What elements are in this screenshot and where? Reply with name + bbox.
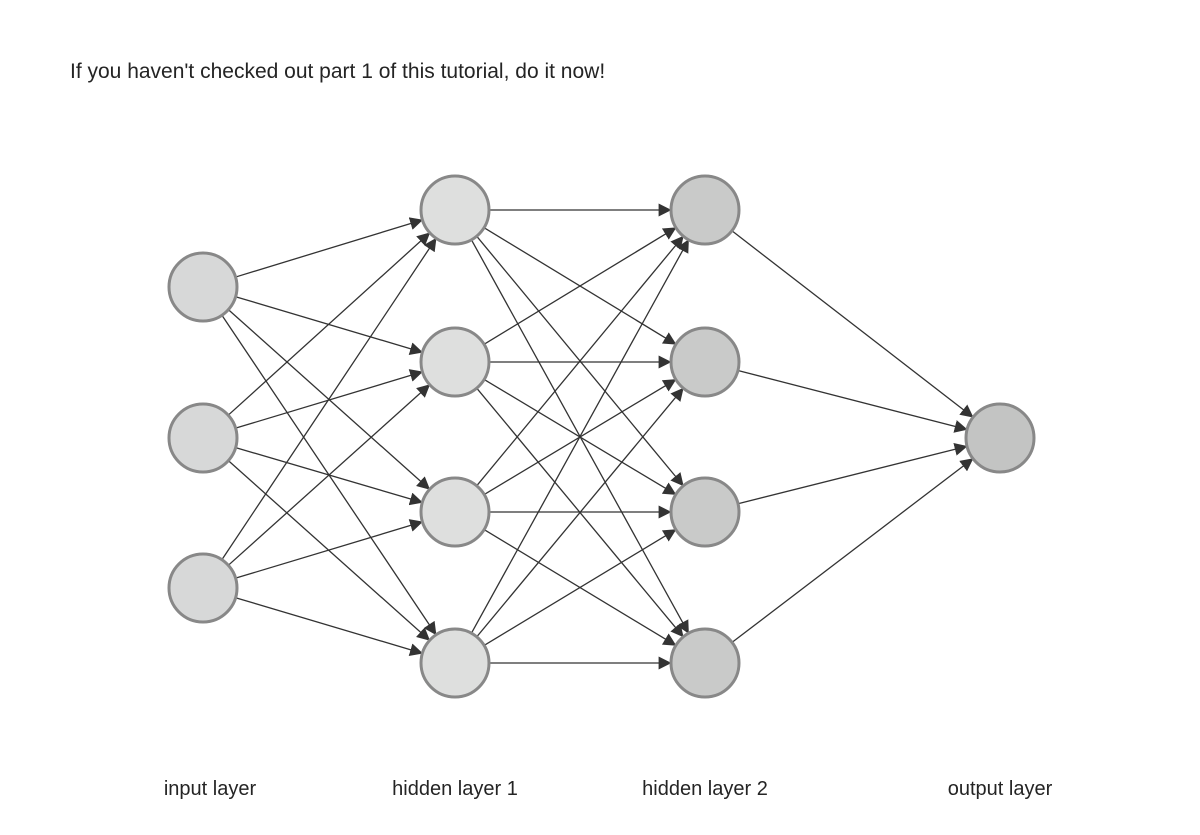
edge xyxy=(484,379,674,493)
edge xyxy=(738,370,965,429)
layer-label-hidden2: hidden layer 2 xyxy=(642,778,768,800)
edge xyxy=(477,236,682,484)
node-input-2 xyxy=(169,554,237,622)
edge xyxy=(471,240,687,632)
edge xyxy=(228,386,428,565)
node-hidden1-0 xyxy=(421,176,489,244)
node-hidden2-1 xyxy=(671,328,739,396)
edge xyxy=(228,234,428,415)
nodes-group xyxy=(169,176,1034,697)
layer-label-output: output layer xyxy=(948,778,1053,800)
node-hidden1-2 xyxy=(421,478,489,546)
node-hidden2-0 xyxy=(671,176,739,244)
edge xyxy=(222,240,435,560)
edge xyxy=(236,221,421,278)
node-hidden2-3 xyxy=(671,629,739,697)
layer-label-input: input layer xyxy=(164,778,257,800)
node-input-0 xyxy=(169,253,237,321)
edge xyxy=(471,242,687,634)
edge xyxy=(477,390,682,637)
edge xyxy=(236,598,421,653)
node-input-1 xyxy=(169,404,237,472)
edge xyxy=(732,460,971,643)
layer-label-hidden1: hidden layer 1 xyxy=(392,778,518,800)
edge xyxy=(732,231,972,416)
node-hidden1-3 xyxy=(421,629,489,697)
edge xyxy=(738,447,965,504)
edge xyxy=(228,310,428,488)
edge xyxy=(484,229,674,345)
node-hidden2-2 xyxy=(671,478,739,546)
node-hidden1-1 xyxy=(421,328,489,396)
edge xyxy=(484,531,674,646)
edge xyxy=(484,530,674,645)
labels-group: input layer hidden layer 1 hidden layer 2 o… xyxy=(164,778,1053,800)
edges-group xyxy=(222,210,972,663)
neural-network-diagram: input layer hidden layer 1 hidden layer 2 o… xyxy=(0,0,1200,835)
edge xyxy=(484,228,674,344)
node-output-0 xyxy=(966,404,1034,472)
